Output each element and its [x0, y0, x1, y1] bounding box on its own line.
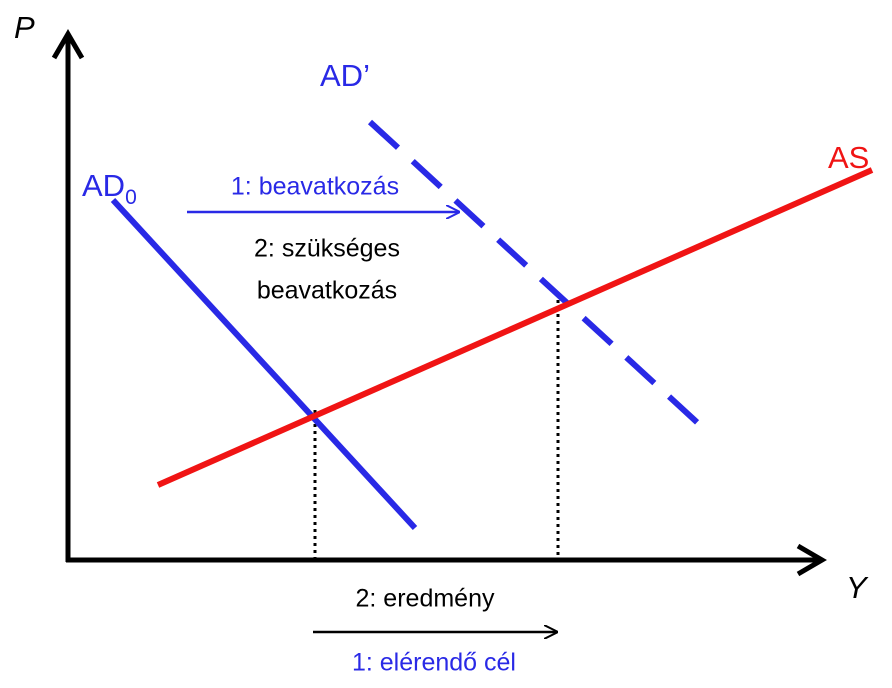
ad0-main: AD [82, 168, 125, 203]
y-arrow [51, 29, 85, 60]
ad1-line [367, 119, 703, 428]
note-line: beavatkozás [257, 277, 397, 305]
note-line: 2: szükséges [254, 235, 400, 263]
goal-label: 1: elérendő cél [352, 649, 516, 677]
ad0-line [110, 197, 418, 531]
x-arrow [796, 543, 827, 577]
shift-label: 1: beavatkozás [231, 173, 399, 201]
x-label: Y [846, 570, 869, 605]
y-label: P [14, 10, 35, 45]
as-label: AS [828, 140, 869, 175]
result-label: 2: eredmény [356, 585, 495, 613]
ad0-sub: 0 [125, 186, 137, 209]
as-line [156, 167, 874, 488]
ad0-label: AD0 [82, 168, 137, 208]
ad1-label: AD’ [320, 58, 370, 93]
